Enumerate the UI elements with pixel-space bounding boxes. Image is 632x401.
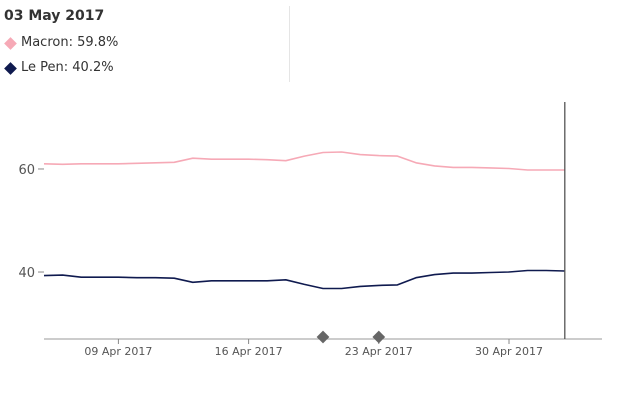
series-line-macron xyxy=(43,151,565,171)
x-tick-label: 23 Apr 2017 xyxy=(345,345,413,358)
legend-item-macron: Macron: 59.8% xyxy=(4,34,288,52)
x-tick-label: 16 Apr 2017 xyxy=(215,345,283,358)
event-marker-diamond xyxy=(372,330,386,344)
series-line-lepen xyxy=(43,269,565,290)
legend-label-macron: Macron: xyxy=(21,35,73,50)
legend-date: 03 May 2017 xyxy=(4,8,105,24)
y-tick-label: 60 xyxy=(18,163,35,178)
event-marker-diamond xyxy=(316,330,330,344)
x-tick-label: 09 Apr 2017 xyxy=(84,345,152,358)
legend-value-macron: 59.8% xyxy=(77,35,119,50)
legend-label-lepen: Le Pen: xyxy=(21,60,69,75)
y-tick-label: 40 xyxy=(18,266,35,281)
x-tick-label: 30 Apr 2017 xyxy=(475,345,543,358)
legend-item-lepen: Le Pen: 40.2% xyxy=(4,59,288,77)
legend-value-lepen: 40.2% xyxy=(72,60,114,75)
legend-divider xyxy=(289,6,290,82)
legend: 03 May 2017 Macron: 59.8% Le Pen: 40.2% xyxy=(4,6,288,77)
